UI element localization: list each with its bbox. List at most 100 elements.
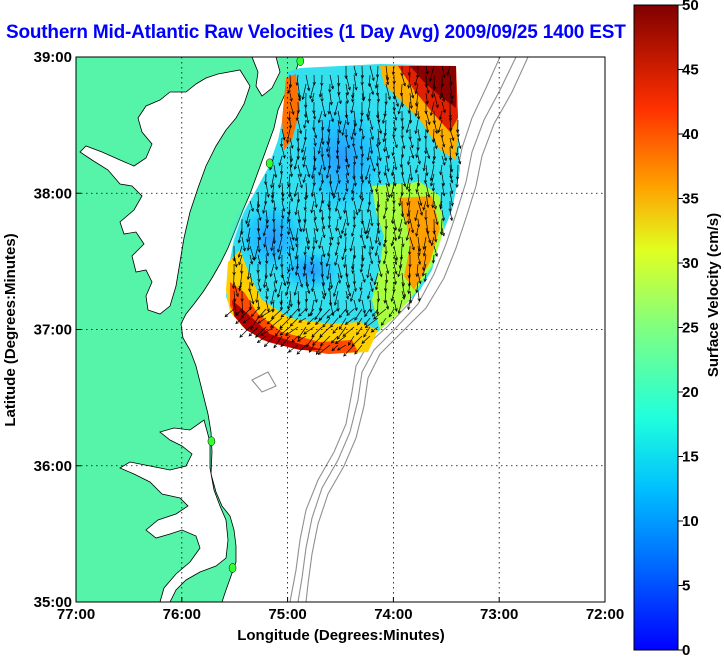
colorbar-tick-label: 50 [682, 0, 699, 14]
velocity-arrow-head [379, 273, 383, 278]
velocity-arrow [408, 263, 411, 278]
velocity-arrow [401, 290, 405, 300]
velocity-arrow-head [337, 280, 342, 284]
velocity-arrow [357, 317, 363, 326]
velocity-arrow-head [296, 199, 301, 203]
velocity-arrow-head [385, 198, 390, 203]
velocity-arrow [433, 245, 438, 257]
velocity-arrow-head [455, 184, 459, 188]
velocity-arrow [301, 137, 307, 153]
velocity-arrow [233, 281, 239, 297]
velocity-arrow-head [432, 156, 437, 161]
velocity-arrow-head [425, 172, 429, 177]
velocity-arrow-head [373, 316, 377, 320]
velocity-arrow [235, 317, 243, 324]
velocity-arrow-head [265, 260, 269, 265]
velocity-arrow [408, 182, 411, 192]
velocity-arrow [337, 263, 342, 279]
velocity-arrow [415, 164, 419, 173]
velocity-arrow [297, 335, 307, 342]
velocity-arrow-head [312, 81, 316, 86]
velocity-arrow [393, 218, 397, 231]
velocity-arrow [255, 326, 267, 338]
velocity-arrow-head [406, 202, 410, 207]
velocity-arrow-head [392, 209, 396, 214]
velocity-arrow-head [391, 152, 395, 157]
velocity-arrow-head [323, 113, 327, 118]
velocity-arrow [297, 119, 302, 134]
velocity-arrow-head [273, 207, 277, 211]
velocity-arrow-head [401, 243, 405, 248]
velocity-arrow-head [353, 132, 357, 137]
velocity-arrow [360, 110, 363, 123]
velocity-arrow [238, 227, 243, 243]
velocity-arrow [398, 227, 403, 240]
velocity-arrow-head [310, 270, 314, 275]
velocity-arrow-head [281, 215, 285, 220]
velocity-arrow [334, 290, 339, 306]
velocity-arrow [345, 209, 349, 226]
velocity-arrow [305, 182, 308, 198]
velocity-arrow-head [266, 320, 271, 325]
velocity-arrow-head [369, 309, 373, 313]
velocity-arrow-head [401, 126, 405, 130]
velocity-arrow-head [441, 217, 446, 222]
velocity-arrow-head [370, 91, 375, 96]
velocity-arrow [393, 173, 396, 187]
velocity-arrow-head [257, 236, 262, 241]
velocity-arrow-head [337, 166, 341, 170]
velocity-arrow-head [291, 339, 295, 343]
velocity-arrow-head [290, 145, 294, 149]
velocity-arrow [345, 155, 350, 168]
velocity-arrow [345, 182, 348, 192]
velocity-arrow-head [440, 134, 444, 139]
colorbar-tick-label: 35 [682, 191, 699, 208]
colorbar-ticks: 0 5 10 15 20 25 30 35 40 45 50 [678, 0, 699, 659]
velocity-arrow-head [327, 224, 331, 229]
velocity-arrow [345, 263, 348, 278]
velocity-arrow-head [390, 194, 394, 198]
velocity-arrow [271, 308, 283, 319]
velocity-arrow [425, 110, 430, 125]
velocity-arrow-head [334, 262, 338, 266]
velocity-arrow-head [369, 150, 374, 155]
velocity-arrow [337, 110, 341, 125]
velocity-arrow [388, 308, 395, 318]
velocity-arrow [351, 191, 355, 201]
velocity-arrow [257, 236, 260, 253]
velocity-arrow [363, 326, 371, 338]
velocity-arrow-head [251, 300, 255, 305]
velocity-arrow [351, 227, 355, 237]
velocity-arrow-head [269, 273, 273, 278]
velocity-arrow [289, 236, 294, 251]
velocity-arrow [295, 245, 299, 260]
velocity-arrow [441, 137, 445, 147]
velocity-arrow [439, 110, 443, 120]
velocity-arrow-head [430, 94, 435, 99]
velocity-arrow-head [361, 97, 365, 102]
velocity-arrow-head [341, 230, 345, 235]
velocity-arrow [337, 272, 341, 284]
velocity-arrow [326, 164, 331, 179]
velocity-arrow-head [394, 270, 398, 275]
velocity-arrow [449, 137, 453, 149]
velocity-arrow [401, 281, 406, 298]
velocity-arrow [241, 236, 246, 251]
velocity-arrow [260, 326, 275, 336]
velocity-arrow [440, 164, 443, 175]
velocity-arrow-head [313, 142, 317, 147]
velocity-arrow-head [270, 184, 274, 189]
velocity-arrow-head [376, 298, 381, 303]
velocity-arrow [265, 299, 270, 312]
velocity-arrow [277, 281, 283, 298]
velocity-arrow-head [374, 85, 378, 89]
velocity-arrow [358, 290, 363, 302]
velocity-arrow-head [417, 138, 422, 142]
velocity-arrow [385, 173, 390, 187]
velocity-arrow-head [240, 310, 245, 315]
velocity-arrow-head [315, 321, 319, 326]
velocity-arrow-head [237, 254, 241, 258]
velocity-arrow [449, 74, 452, 85]
velocity-arrow-head [336, 336, 341, 340]
velocity-arrow-head [366, 117, 371, 121]
